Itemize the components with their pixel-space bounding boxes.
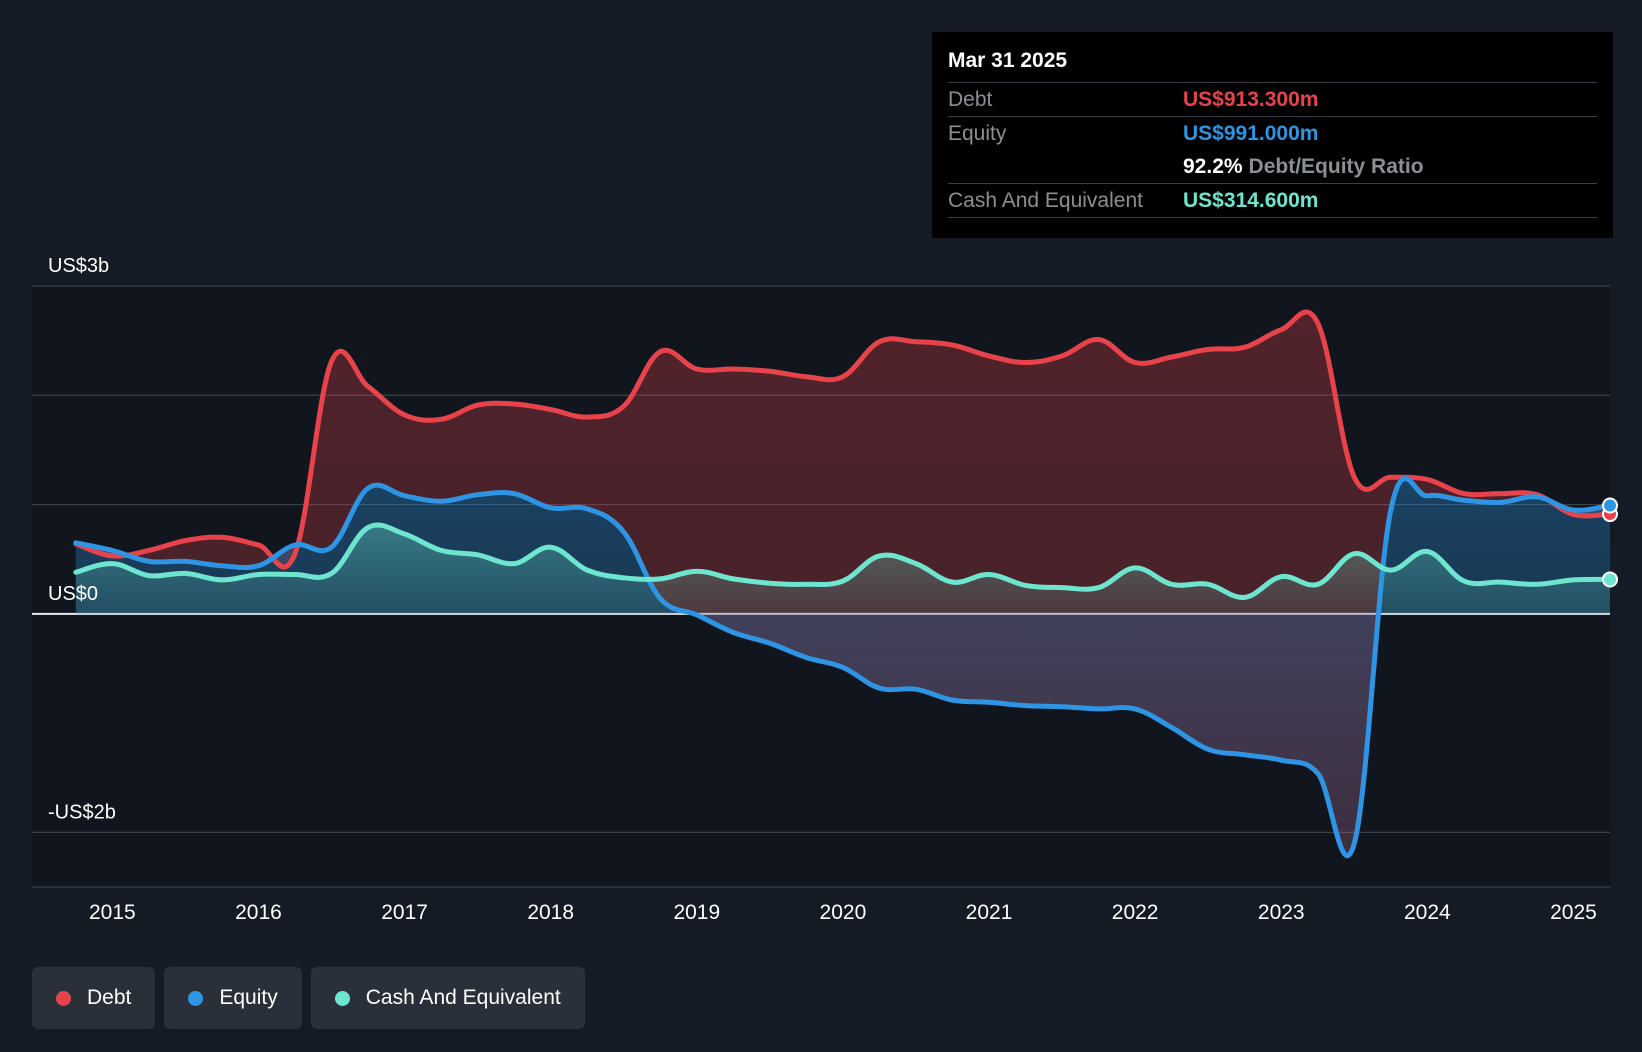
- legend-label-debt: Debt: [87, 986, 132, 1009]
- legend-label-equity: Equity: [219, 986, 278, 1009]
- tooltip-ratio-label: Debt/Equity Ratio: [1248, 155, 1424, 178]
- x-tick-label: 2015: [89, 901, 136, 924]
- legend-item-equity[interactable]: Equity: [164, 967, 302, 1029]
- tooltip-cash-value: US$314.600m: [1183, 189, 1319, 212]
- debt-line: [73, 309, 1613, 570]
- x-tick-label: 2022: [1112, 901, 1159, 924]
- tooltip-cash-label: Cash And Equivalent: [948, 189, 1143, 212]
- cash-end-marker[interactable]: [1602, 571, 1618, 588]
- y-tick-label: US$0: [48, 583, 98, 605]
- tooltip-row-equity: Equity US$991.000m: [948, 116, 1597, 150]
- x-tick-label: 2017: [381, 901, 428, 924]
- legend-label-cash: Cash And Equivalent: [365, 986, 561, 1009]
- cash-line: [73, 522, 1613, 600]
- x-tick-label: 2024: [1404, 901, 1451, 924]
- tooltip-row-ratio: 92.2% Debt/Equity Ratio: [948, 150, 1597, 183]
- x-tick-label: 2020: [820, 901, 867, 924]
- x-tick-label: 2023: [1258, 901, 1305, 924]
- tooltip-debt-value: US$913.300m: [1183, 88, 1319, 111]
- tooltip-ratio-value: 92.2%: [1183, 155, 1243, 178]
- legend-dot-equity: [188, 990, 204, 1006]
- y-tick-label: US$3b: [48, 255, 109, 277]
- legend-dot-debt: [56, 990, 71, 1006]
- x-tick-label: 2021: [966, 901, 1013, 924]
- legend: Debt Equity Cash And Equivalent: [32, 967, 585, 1029]
- legend-item-debt[interactable]: Debt: [32, 967, 156, 1029]
- tooltip-debt-label: Debt: [948, 88, 993, 111]
- legend-item-cash[interactable]: Cash And Equivalent: [310, 967, 585, 1029]
- tooltip-date: Mar 31 2025: [948, 49, 1068, 72]
- tooltip-row-cash: Cash And Equivalent US$314.600m: [948, 183, 1597, 218]
- tooltip-row-debt: Debt US$913.300m: [948, 82, 1597, 116]
- x-tick-label: 2025: [1550, 901, 1597, 924]
- tooltip-equity-label: Equity: [948, 122, 1007, 145]
- tooltip-panel: Mar 31 2025 Debt US$913.300m Equity US$9…: [932, 32, 1613, 238]
- x-tick-label: 2018: [527, 901, 574, 924]
- equity-line: [73, 476, 1613, 858]
- tooltip-ratio-spacer: [948, 150, 1183, 183]
- x-tick-label: 2019: [673, 901, 720, 924]
- equity-end-marker[interactable]: [1602, 497, 1618, 514]
- y-tick-label: -US$2b: [48, 801, 116, 823]
- tooltip-equity-value: US$991.000m: [1183, 122, 1319, 145]
- legend-dot-cash: [334, 990, 350, 1006]
- x-tick-label: 2016: [235, 901, 282, 924]
- cash-area: [75, 524, 1610, 614]
